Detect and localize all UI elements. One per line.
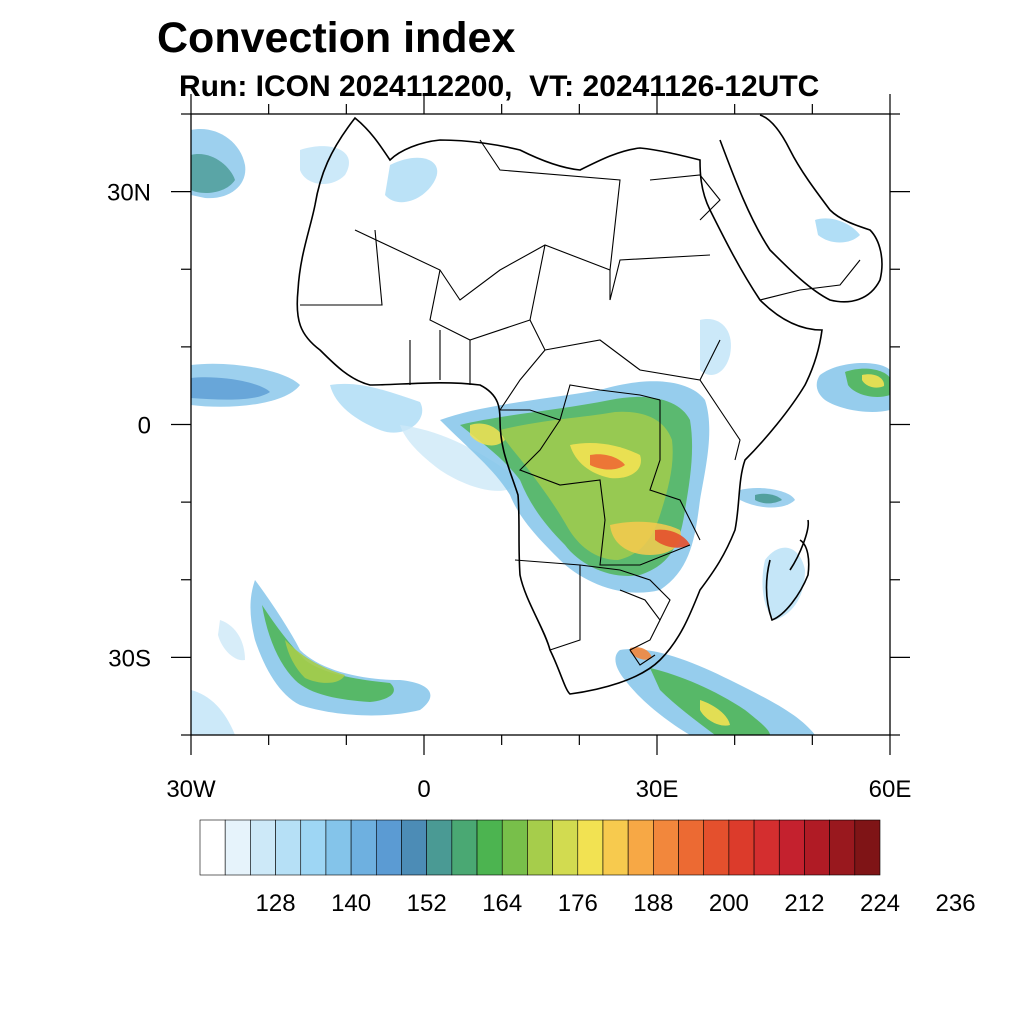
colorbar-swatch [325, 819, 352, 876]
colorbar-swatch [703, 819, 730, 876]
country-borders [300, 139, 861, 666]
colorbar-labels: 128 140 152 164 176 188 200 212 224 236 [256, 890, 976, 917]
colorbar-swatch [854, 819, 881, 876]
colorbar-swatch [829, 819, 856, 876]
lat-tick-label: 30N [107, 180, 151, 207]
colorbar-swatch [501, 819, 528, 876]
colorbar-swatch [350, 819, 377, 876]
colorbar-label: 224 [860, 890, 900, 917]
colorbar-swatch [527, 819, 553, 876]
colorbar-label: 164 [482, 890, 522, 917]
colorbar-swatch [426, 819, 453, 876]
axis-tick-labels: 30W 0 30E 60E 30N 0 30S [107, 180, 911, 803]
map-layer [191, 114, 890, 735]
colorbar-swatch [250, 819, 276, 876]
colorbar-swatch [728, 819, 755, 876]
colorbar-swatch [275, 819, 302, 876]
lon-tick-label: 30W [166, 776, 216, 803]
colorbar-swatch [300, 819, 327, 876]
lat-tick-label: 0 [138, 413, 151, 440]
map-title: Convection index [157, 14, 516, 62]
colorbar-swatch [476, 819, 503, 876]
colorbar-label: 152 [407, 890, 447, 917]
colorbar-swatch [627, 819, 654, 876]
colorbar-label: 128 [256, 890, 296, 917]
colorbar-swatch [375, 819, 402, 876]
colorbar-label: 236 [936, 890, 976, 917]
colorbar-swatch [678, 819, 705, 876]
lon-tick-label: 30E [636, 776, 679, 803]
colorbar-swatch [451, 819, 478, 876]
colorbar-swatch [778, 819, 805, 876]
colorbar-swatch [224, 819, 251, 876]
colorbar-label: 176 [558, 890, 598, 917]
colorbar-swatch [602, 819, 629, 876]
convection-field [191, 129, 890, 735]
lon-tick-label: 60E [869, 776, 912, 803]
map-subtitle: Run: ICON 2024112200, VT: 20241126-12UTC [179, 70, 820, 103]
colorbar [199, 819, 881, 876]
colorbar-label: 140 [331, 890, 371, 917]
coastlines [296, 114, 883, 695]
colorbar-label: 200 [709, 890, 749, 917]
colorbar-swatch [753, 819, 780, 876]
colorbar-swatch [552, 819, 579, 876]
colorbar-swatch [653, 819, 679, 876]
colorbar-label: 212 [784, 890, 824, 917]
colorbar-swatch [401, 819, 427, 876]
colorbar-swatch [199, 819, 226, 876]
colorbar-swatch [577, 819, 604, 876]
colorbar-label: 188 [633, 890, 673, 917]
colorbar-swatch [804, 819, 830, 876]
lat-tick-label: 30S [108, 645, 151, 672]
axis-ticks [171, 94, 910, 755]
lon-tick-label: 0 [417, 776, 430, 803]
